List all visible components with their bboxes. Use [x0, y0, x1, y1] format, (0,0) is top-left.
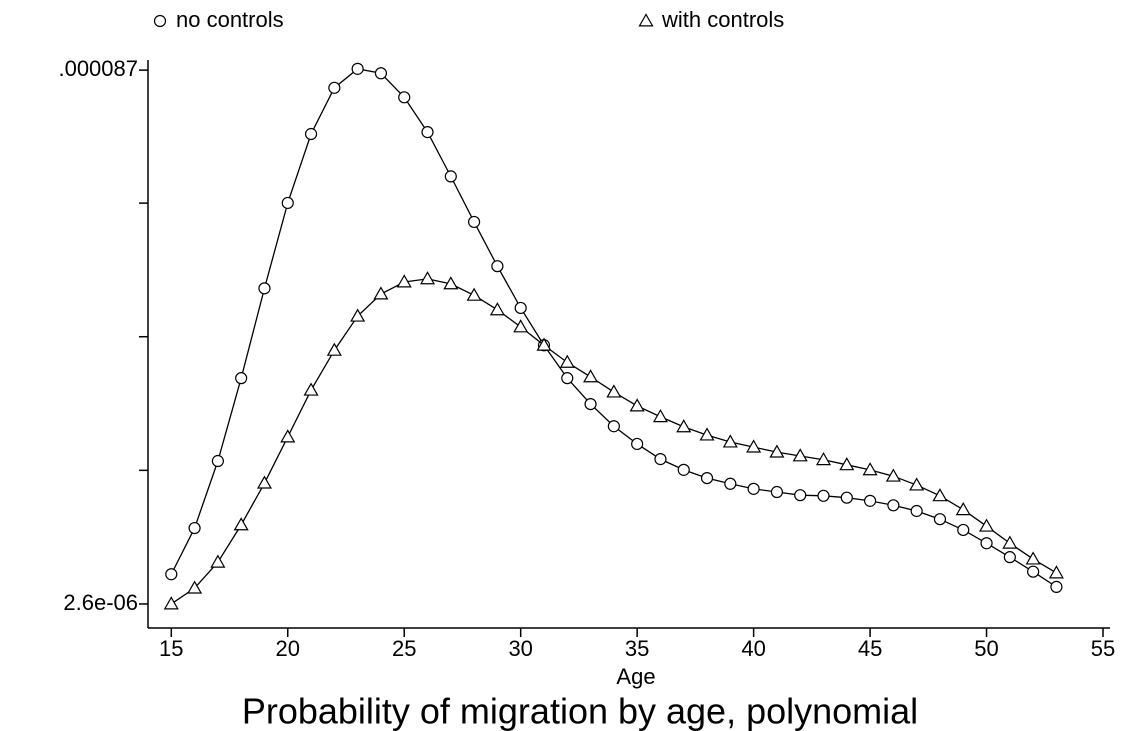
data-point — [840, 491, 853, 504]
data-point — [163, 596, 179, 610]
data-point — [398, 91, 411, 104]
x-tick-label: 20 — [276, 636, 300, 661]
data-point — [419, 271, 436, 285]
data-point — [280, 429, 296, 443]
data-point — [654, 453, 667, 466]
x-tick-label: 35 — [625, 636, 649, 661]
data-point — [350, 308, 366, 322]
chart-title: Probability of migration by age, polynom… — [242, 691, 918, 731]
data-point — [444, 170, 457, 183]
data-point — [187, 580, 203, 594]
data-point — [885, 468, 901, 482]
x-tick-label: 30 — [508, 636, 532, 661]
data-point — [932, 488, 948, 502]
data-point — [1003, 551, 1016, 564]
data-point — [210, 554, 226, 568]
x-tick-label: 50 — [974, 636, 998, 661]
data-point — [863, 494, 877, 507]
x-tick-label: 45 — [858, 636, 882, 661]
data-point — [676, 419, 692, 433]
data-point — [607, 420, 620, 433]
data-point — [722, 434, 738, 448]
y-tick-label: .000087 — [58, 56, 138, 81]
data-point — [979, 518, 995, 532]
data-point — [466, 287, 482, 301]
data-point — [326, 342, 342, 356]
data-point — [489, 302, 505, 316]
data-point — [421, 126, 434, 139]
data-point — [583, 369, 599, 383]
data-point — [817, 489, 830, 502]
x-axis-label: Age — [616, 664, 655, 689]
data-point — [955, 502, 971, 516]
data-point — [770, 485, 784, 499]
data-point — [700, 471, 714, 485]
data-point — [559, 354, 575, 368]
data-point — [1050, 580, 1063, 593]
data-point — [724, 477, 737, 490]
legend-label: no controls — [176, 7, 284, 32]
data-point — [396, 274, 412, 288]
data-point — [165, 568, 178, 581]
data-point — [304, 127, 318, 141]
data-point — [235, 372, 248, 385]
data-point — [443, 276, 459, 290]
legend-marker — [153, 14, 167, 28]
x-tick-label: 25 — [392, 636, 416, 661]
data-point — [351, 62, 364, 75]
data-point — [910, 504, 923, 518]
x-tick-label: 40 — [741, 636, 765, 661]
data-point — [1025, 551, 1041, 565]
data-point — [887, 499, 900, 512]
x-tick-label: 55 — [1091, 636, 1115, 661]
data-point — [468, 215, 481, 229]
data-point — [747, 482, 760, 495]
data-point — [513, 319, 529, 333]
data-point — [980, 537, 993, 550]
data-point — [794, 489, 807, 502]
data-point — [629, 398, 645, 412]
data-point — [933, 513, 947, 526]
legend-marker — [638, 13, 654, 27]
series-line — [170, 278, 1057, 605]
data-point — [606, 384, 622, 398]
data-point — [514, 301, 527, 315]
data-point — [256, 475, 272, 489]
data-point — [631, 437, 644, 451]
data-point — [1027, 565, 1040, 578]
data-point — [957, 523, 970, 537]
data-point — [561, 372, 574, 385]
data-point — [328, 81, 341, 94]
series-line — [170, 68, 1057, 588]
x-tick-label: 15 — [159, 636, 183, 661]
data-point — [584, 397, 597, 411]
data-point — [652, 409, 668, 423]
y-tick-label: 2.6e-06 — [63, 590, 138, 615]
data-point — [373, 286, 389, 300]
data-point — [233, 517, 249, 531]
data-point — [677, 463, 690, 476]
data-point — [746, 439, 762, 453]
data-point — [839, 457, 855, 471]
data-point — [1048, 565, 1064, 579]
data-point — [909, 477, 925, 491]
data-point — [188, 521, 201, 535]
data-point — [862, 462, 878, 476]
data-point — [536, 337, 552, 351]
data-point — [1002, 535, 1018, 549]
data-point — [491, 260, 504, 273]
data-point — [792, 448, 808, 462]
data-point — [211, 454, 224, 468]
data-point — [815, 452, 832, 466]
legend-label: with controls — [661, 7, 784, 32]
data-point — [769, 444, 785, 458]
data-point — [258, 282, 271, 295]
data-point — [374, 67, 388, 80]
data-point — [699, 427, 715, 441]
data-point — [281, 196, 294, 210]
data-point — [303, 382, 319, 396]
